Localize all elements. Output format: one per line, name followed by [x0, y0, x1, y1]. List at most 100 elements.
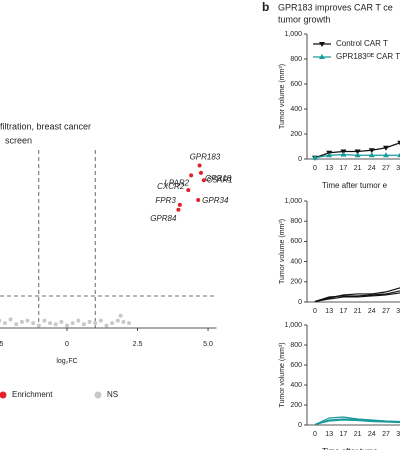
gene-label: FPR3: [155, 196, 176, 205]
x-tick-label: 17: [340, 165, 348, 172]
x-axis-label: log₂FC: [56, 358, 77, 365]
x-tick-label: 2.5: [133, 341, 143, 348]
x-tick-label: 30: [396, 431, 400, 438]
y-tick-label: 0: [298, 299, 302, 306]
x-tick-label: 0: [313, 431, 317, 438]
y-tick-label: 400: [290, 258, 302, 265]
y-tick-label: 600: [290, 238, 302, 245]
point-marker: [383, 145, 389, 151]
chart-title: GPR183 improves CAR T ce: [278, 2, 393, 12]
legend-label: Control CAR T: [336, 39, 388, 48]
x-tick-label: 24: [368, 165, 376, 172]
point: [42, 318, 47, 323]
point: [53, 322, 58, 327]
y-tick-label: 1,000: [284, 198, 302, 205]
point: [81, 322, 86, 327]
y-tick-label: 800: [290, 56, 302, 63]
x-tick-label: 24: [368, 308, 376, 315]
point: [176, 207, 181, 212]
point: [70, 321, 75, 326]
series-line: [314, 287, 400, 303]
series-line: [314, 416, 400, 426]
point: [121, 319, 126, 324]
point: [197, 163, 202, 168]
point-marker: [368, 148, 375, 154]
point: [186, 188, 191, 193]
point-marker: [326, 152, 333, 158]
y-tick-label: 0: [298, 156, 302, 163]
x-tick-label: 13: [325, 308, 333, 315]
point: [110, 321, 115, 326]
x-tick-label: 24: [368, 431, 376, 438]
gene-label: LPAR2: [164, 178, 189, 187]
y-tick-label: 1,000: [284, 322, 302, 329]
point: [118, 313, 123, 318]
point: [25, 318, 30, 323]
y-tick-label: 200: [290, 279, 302, 286]
y-tick-label: 600: [290, 81, 302, 88]
x-tick-label: 0: [313, 165, 317, 172]
x-tick-label: 30: [396, 165, 400, 172]
x-tick-label: 27: [382, 165, 390, 172]
chart-title: screen: [5, 135, 32, 145]
point: [2, 321, 7, 326]
point: [201, 178, 206, 183]
point: [76, 318, 81, 323]
x-tick-label: 13: [325, 431, 333, 438]
point: [14, 322, 19, 327]
x-tick-label: 21: [354, 308, 362, 315]
panel-label: b: [262, 0, 269, 14]
legend-marker: [0, 391, 7, 399]
x-tick-label: 0: [65, 341, 69, 348]
point: [59, 319, 64, 324]
gene-label: CXCR2: [157, 182, 185, 191]
x-tick-label: 27: [382, 431, 390, 438]
point: [8, 317, 13, 322]
x-tick-label: −2.5: [0, 341, 4, 348]
gene-label: GPR84: [150, 214, 177, 223]
series-line: [314, 290, 400, 303]
legend-label: NS: [107, 390, 118, 399]
gene-label: C5AR1: [207, 175, 233, 184]
point: [127, 321, 132, 326]
point: [48, 321, 53, 326]
x-axis-label: Time after tumo: [322, 447, 378, 450]
gene-label: GPR18: [205, 174, 232, 183]
y-tick-label: 600: [290, 362, 302, 369]
point-marker: [383, 152, 389, 158]
x-tick-label: 17: [340, 308, 348, 315]
legend-marker: [319, 54, 325, 59]
point-marker: [312, 154, 318, 160]
x-tick-label: 5.0: [203, 341, 213, 348]
gene-label: GPR183: [190, 153, 221, 162]
y-tick-label: 400: [290, 382, 302, 389]
point: [104, 323, 109, 328]
point-marker: [368, 152, 375, 158]
x-tick-label: 0: [313, 308, 317, 315]
x-tick-label: 27: [382, 308, 390, 315]
y-tick-label: 800: [290, 218, 302, 225]
point: [0, 318, 2, 323]
chart-title: tumor growth: [278, 14, 331, 24]
legend-marker: [94, 391, 102, 399]
point: [93, 321, 98, 326]
series-line: [314, 419, 400, 426]
legend-label: Enrichment: [12, 390, 53, 399]
point: [198, 170, 203, 175]
point-marker: [354, 149, 361, 155]
point: [31, 321, 36, 326]
point: [177, 202, 182, 207]
point-marker: [340, 151, 347, 157]
point: [189, 173, 194, 178]
point: [65, 323, 70, 328]
point: [115, 318, 120, 323]
point: [19, 319, 24, 324]
point: [36, 323, 41, 328]
y-tick-label: 0: [298, 422, 302, 429]
point: [98, 318, 103, 323]
x-tick-label: 21: [354, 165, 362, 172]
x-tick-label: 30: [396, 308, 400, 315]
x-tick-label: 17: [340, 431, 348, 438]
legend-marker: [319, 42, 325, 47]
